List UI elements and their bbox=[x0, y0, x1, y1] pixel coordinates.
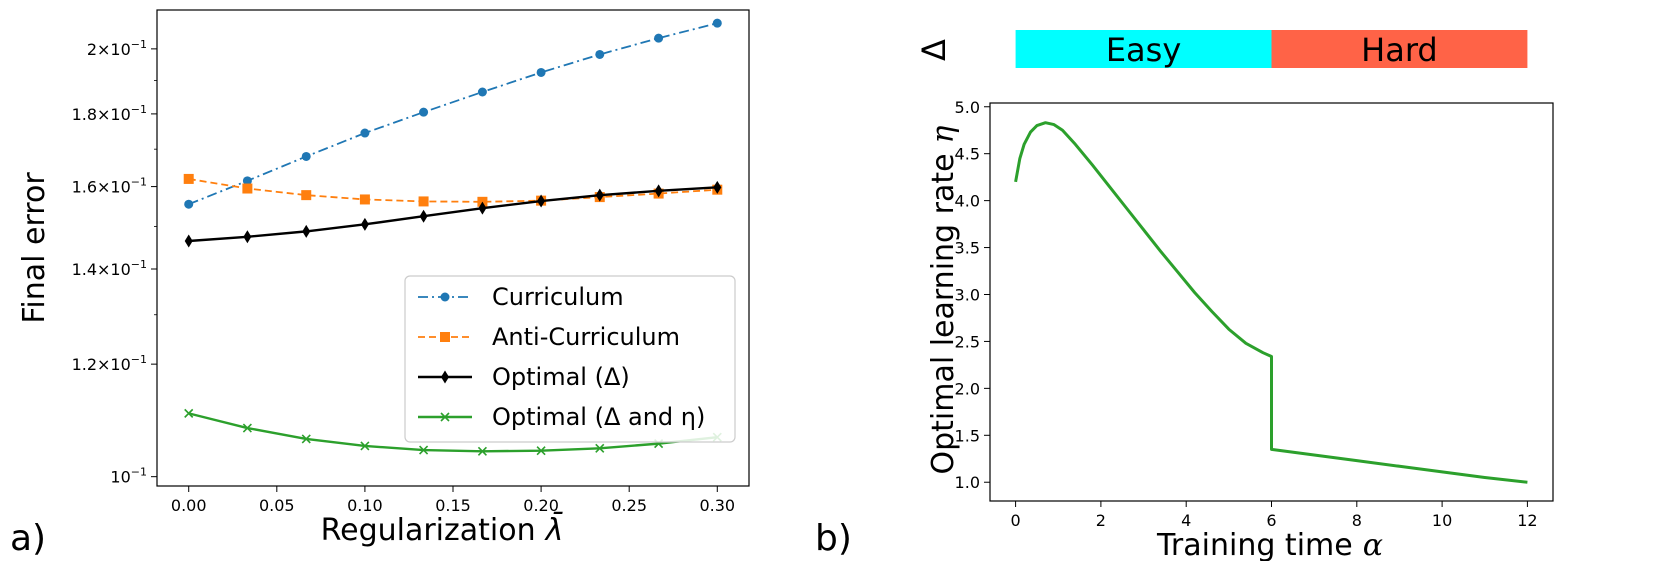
x-tick-label: 12 bbox=[1517, 511, 1537, 530]
legend-marker bbox=[440, 332, 450, 342]
legend: Curriculum Anti-Curriculum Optimal (Δ) Opti… bbox=[404, 275, 736, 443]
series-line-1 bbox=[188, 178, 718, 203]
data-point-2-8 bbox=[654, 184, 663, 198]
y-tick-label: 2.5 bbox=[955, 332, 980, 351]
data-point-3-4 bbox=[419, 445, 429, 455]
legend-label: Optimal (Δ and η) bbox=[492, 403, 705, 431]
data-point-0-0 bbox=[184, 199, 194, 209]
y-tick-label: 10−1 bbox=[110, 466, 147, 487]
y-tick-label: 3.5 bbox=[955, 239, 980, 258]
data-point-3-1 bbox=[242, 423, 252, 433]
panel-b: Δ Easy Hard 0 2 4 6 8 10 12 1.0 1.5 2.0 2.5 3.0 3.5 4… bbox=[815, 30, 1554, 561]
y-tick-label: 1.0 bbox=[955, 473, 980, 492]
phase-label-easy: Easy bbox=[1106, 31, 1181, 69]
phase-bar-axis-label: Δ bbox=[915, 39, 953, 61]
panel-b-ylabel: Optimal learning rateη bbox=[926, 125, 961, 474]
x-tick-label: 0.15 bbox=[435, 496, 471, 515]
y-tick-label: 2×10−1 bbox=[87, 38, 147, 59]
phase-label-hard: Hard bbox=[1361, 31, 1438, 69]
data-point-0-9 bbox=[712, 18, 722, 28]
data-point-1-2 bbox=[301, 190, 312, 201]
x-tick-label: 6 bbox=[1266, 511, 1276, 530]
legend-label: Optimal (Δ) bbox=[492, 363, 630, 391]
x-tick-label: 10 bbox=[1432, 511, 1452, 530]
data-point-2-6 bbox=[537, 194, 546, 208]
learning-rate-curve bbox=[1014, 121, 1528, 484]
series-line-2 bbox=[188, 186, 718, 243]
y-tick-label: 1.6×10−1 bbox=[72, 176, 147, 197]
x-tick-label: 0.10 bbox=[347, 496, 383, 515]
panel-a-ylabel: Final error bbox=[17, 172, 52, 324]
data-point-2-2 bbox=[302, 224, 311, 238]
data-point-1-0 bbox=[183, 173, 194, 184]
panel-label-b: b) bbox=[815, 518, 852, 559]
data-point-1-3 bbox=[359, 194, 370, 205]
x-tick-label: 0.30 bbox=[699, 496, 735, 515]
x-tick-label: 8 bbox=[1352, 511, 1362, 530]
x-tick-label: 2 bbox=[1096, 511, 1106, 530]
data-point-2-4 bbox=[419, 209, 428, 223]
data-point-3-3 bbox=[360, 441, 370, 451]
panel-label-a: a) bbox=[10, 518, 46, 559]
data-point-0-5 bbox=[477, 87, 487, 97]
y-tick-label: 1.8×10−1 bbox=[72, 103, 147, 124]
data-point-0-3 bbox=[360, 128, 370, 138]
data-point-1-4 bbox=[418, 196, 429, 207]
panel-a-xlabel: Regularization λ̄ bbox=[321, 512, 564, 548]
y-tick-label: 4.0 bbox=[955, 192, 980, 211]
data-point-2-0 bbox=[184, 234, 193, 248]
y-tick-label: 1.5 bbox=[955, 426, 980, 445]
data-point-0-1 bbox=[242, 176, 252, 186]
y-tick-label: 5.0 bbox=[955, 98, 980, 117]
legend-label: Anti-Curriculum bbox=[492, 323, 680, 351]
data-point-2-5 bbox=[478, 201, 487, 215]
legend-label: Curriculum bbox=[492, 283, 624, 311]
panel-a: 0.00 0.05 0.10 0.15 0.20 0.25 0.30 10−1 1.2×10−… bbox=[10, 9, 750, 559]
phase-segment-easy bbox=[1015, 30, 1272, 68]
series-line-0 bbox=[188, 22, 718, 206]
data-point-3-0 bbox=[184, 408, 194, 418]
data-point-0-8 bbox=[654, 33, 664, 43]
x-tick-label: 0.20 bbox=[523, 496, 559, 515]
data-point-2-1 bbox=[243, 230, 252, 244]
data-point-0-7 bbox=[595, 49, 605, 59]
data-point-2-7 bbox=[595, 188, 604, 202]
x-tick-label: 0.25 bbox=[611, 496, 647, 515]
panel-b-xlabel: Training time α bbox=[1156, 528, 1383, 561]
y-tick-label: 1.4×10−1 bbox=[72, 258, 147, 279]
x-tick-label: 4 bbox=[1181, 511, 1191, 530]
x-tick-label: 0 bbox=[1010, 511, 1020, 530]
data-point-1-1 bbox=[242, 183, 253, 194]
x-tick-label: 0.05 bbox=[259, 496, 295, 515]
data-point-0-6 bbox=[536, 67, 546, 77]
legend-box bbox=[404, 275, 736, 443]
series-line-3 bbox=[188, 412, 718, 453]
y-tick-label: 4.5 bbox=[955, 145, 980, 164]
data-point-0-4 bbox=[419, 107, 429, 117]
data-point-3-2 bbox=[301, 434, 311, 444]
y-tick-label: 1.2×10−1 bbox=[72, 353, 147, 374]
data-point-2-9 bbox=[713, 180, 722, 194]
data-point-0-2 bbox=[301, 151, 311, 161]
data-point-3-5 bbox=[477, 446, 487, 456]
phase-segment-hard bbox=[1271, 30, 1528, 68]
data-point-2-3 bbox=[360, 217, 369, 231]
data-point-3-7 bbox=[595, 443, 605, 453]
legend-marker bbox=[440, 412, 450, 422]
y-tick-label: 3.0 bbox=[955, 285, 980, 304]
y-tick-label: 2.0 bbox=[955, 379, 980, 398]
legend-marker bbox=[440, 292, 450, 302]
data-point-3-6 bbox=[536, 446, 546, 456]
legend-marker bbox=[441, 370, 449, 384]
x-tick-label: 0.00 bbox=[171, 496, 207, 515]
